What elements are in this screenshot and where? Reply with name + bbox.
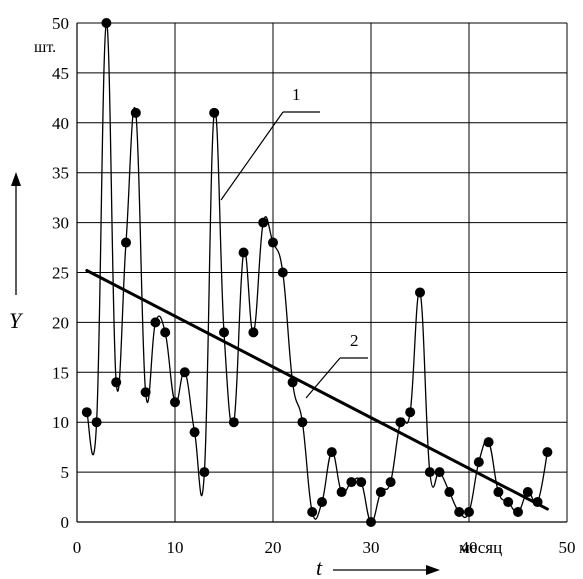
series-1-point xyxy=(209,107,220,118)
series-1-point xyxy=(454,507,465,518)
series-1-point xyxy=(346,477,357,488)
series-1-point xyxy=(395,417,406,428)
y-tick-label: 25 xyxy=(52,264,69,283)
series-1-point xyxy=(258,217,269,228)
annotation-1-label: 1 xyxy=(292,85,301,104)
series-1-point xyxy=(160,327,171,338)
y-tick-label: 45 xyxy=(52,64,69,83)
series-1-point xyxy=(326,447,337,458)
y-tick-label: 10 xyxy=(52,413,69,432)
series-1-point xyxy=(375,487,386,498)
series-1-point xyxy=(542,447,553,458)
series-1-point xyxy=(307,507,318,518)
y-axis-label: Y xyxy=(9,308,24,333)
annotation-1-pointer xyxy=(220,111,284,201)
y-unit-label: шт. xyxy=(34,39,56,56)
y-tick-label: 15 xyxy=(52,363,69,382)
y-tick-label: 30 xyxy=(52,214,69,233)
series-1-point xyxy=(464,507,474,518)
series-1-point xyxy=(228,417,239,428)
x-axis-label: t xyxy=(316,555,323,579)
series-1-point xyxy=(170,397,180,408)
series-1-point xyxy=(336,487,347,498)
x-tick-label: 0 xyxy=(73,538,82,557)
series-1-point xyxy=(424,467,435,478)
series-2-line xyxy=(85,269,549,511)
series-1-point xyxy=(444,487,455,498)
x-tick-labels: 0 10 20 30 40 50 xyxy=(73,538,576,557)
series-1-point xyxy=(81,407,92,418)
y-tick-label: 5 xyxy=(61,463,70,482)
series-1-point xyxy=(483,437,494,448)
series-1-point xyxy=(277,267,288,278)
series-2-group xyxy=(85,269,549,511)
series-1-point xyxy=(522,487,533,498)
series-1-point xyxy=(434,467,445,478)
x-tick-label: 40 xyxy=(461,538,478,557)
series-1-point xyxy=(179,367,190,378)
x-tick-label: 50 xyxy=(559,538,576,557)
series-1-point xyxy=(130,107,141,118)
series-1-point xyxy=(366,517,376,527)
grid xyxy=(76,22,568,523)
series-1-point xyxy=(385,477,396,488)
y-tick-label: 50 xyxy=(52,14,69,33)
series-1-point xyxy=(219,327,229,338)
annotation-2-pointer xyxy=(305,357,341,399)
x-tick-label: 10 xyxy=(167,538,184,557)
x-unit-label: месяц xyxy=(459,538,502,557)
series-1-point xyxy=(111,377,122,388)
x-tick-label: 30 xyxy=(363,538,380,557)
series-1-group xyxy=(81,18,553,527)
y-tick-label: 0 xyxy=(61,513,70,532)
y-tick-label: 40 xyxy=(52,114,69,133)
y-axis-arrowhead xyxy=(11,172,21,186)
series-1-point xyxy=(121,237,131,248)
series-1-point xyxy=(405,407,416,418)
y-tick-label: 35 xyxy=(52,164,69,183)
series-1-point xyxy=(101,18,112,28)
series-1-point xyxy=(150,317,161,328)
y-tick-label: 20 xyxy=(52,313,69,332)
series-1-point xyxy=(199,467,210,478)
series-1-point xyxy=(473,457,484,468)
series-1-point xyxy=(268,237,278,248)
series-1-point xyxy=(91,417,102,428)
series-1-point xyxy=(415,287,425,298)
series-1-point xyxy=(503,497,514,508)
series-1-point xyxy=(297,417,308,428)
series-1-point xyxy=(493,487,504,498)
series-1-point xyxy=(238,247,249,258)
series-1-point xyxy=(140,387,151,398)
series-1-point xyxy=(317,497,327,508)
series-1-point xyxy=(513,507,523,518)
x-axis-arrowhead xyxy=(426,565,440,575)
series-1-point xyxy=(248,327,259,338)
axes xyxy=(76,23,567,523)
series-1-point xyxy=(189,427,200,438)
series-1-point xyxy=(356,477,367,488)
y-tick-labels: 0 5 10 15 20 25 30 35 40 45 50 xyxy=(52,14,69,532)
annotation-2-label: 2 xyxy=(350,331,359,350)
x-tick-label: 20 xyxy=(265,538,282,557)
